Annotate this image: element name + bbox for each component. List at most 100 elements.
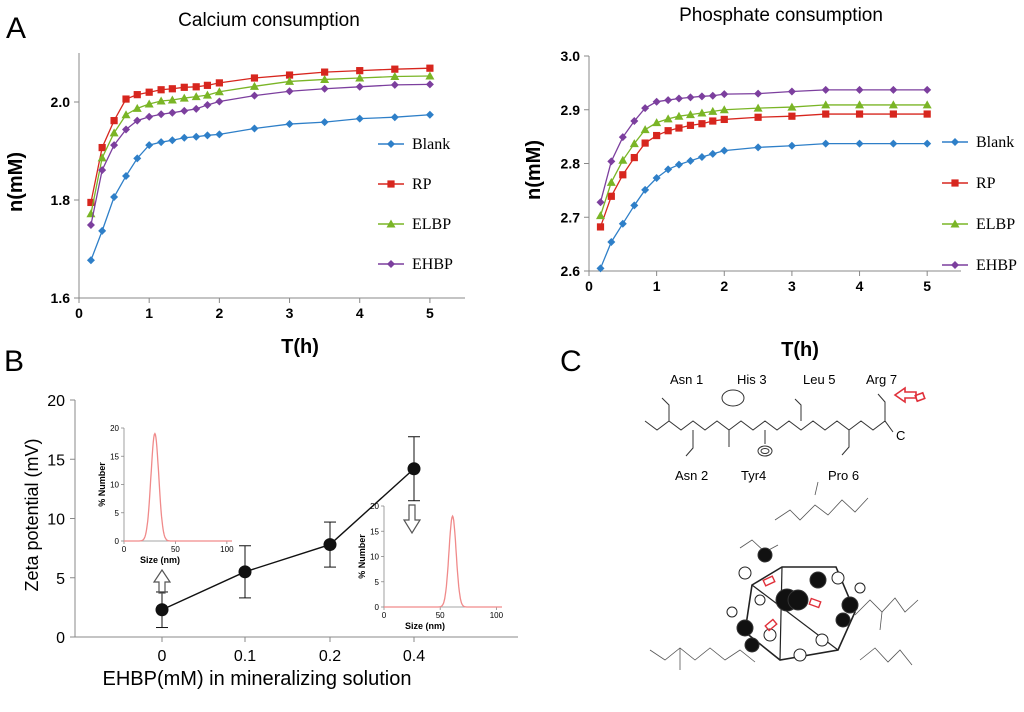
point-ehbp xyxy=(697,92,706,101)
point-blank xyxy=(596,264,605,273)
point-blank xyxy=(250,124,259,133)
point-ehbp xyxy=(923,85,932,94)
point-rp xyxy=(664,127,672,135)
x-tick-label: 4 xyxy=(356,305,364,321)
legend-marker xyxy=(387,140,395,148)
point-rp xyxy=(698,120,706,128)
point-elbp xyxy=(121,110,131,119)
point-ehbp xyxy=(664,96,673,105)
point-blank xyxy=(168,136,177,145)
legend-marker xyxy=(950,219,960,228)
point-rp xyxy=(641,139,649,147)
calcium-y-label: n(mM) xyxy=(5,152,27,212)
residue-his3: His 3 xyxy=(737,372,767,387)
series-line-ehbp xyxy=(599,89,928,203)
point-blank xyxy=(754,143,763,152)
point-rp xyxy=(133,91,141,99)
panel-label-c: C xyxy=(560,345,582,378)
point-ehbp xyxy=(250,91,259,100)
size-distribution-curve xyxy=(384,514,502,608)
x-tick-label: 0 xyxy=(158,648,167,665)
panel-label-b: B xyxy=(4,345,24,378)
zeta-point xyxy=(238,565,252,579)
point-rp xyxy=(923,110,931,118)
arrow-left-icon xyxy=(893,386,926,404)
zeta-y-label: Zeta potential (mV) xyxy=(22,438,42,591)
phosphate-axes xyxy=(588,56,961,272)
inset-x-label: Size (nm) xyxy=(140,555,180,565)
y-tick-label: 1.8 xyxy=(51,192,71,208)
point-blank xyxy=(697,153,706,162)
point-ehbp xyxy=(203,100,212,109)
point-elbp xyxy=(144,99,154,108)
y-tick-label: 2.6 xyxy=(561,263,581,279)
inset-y-tick-label: 20 xyxy=(110,424,119,433)
series-line-rp xyxy=(599,113,928,228)
point-blank xyxy=(821,139,830,148)
zeta-x-label: EHBP(mM) in mineralizing solution xyxy=(103,668,412,690)
chart-phosphate: Phosphate consumption 0 1 2 3 4 5 2.6 2.7 2.8 2.9… xyxy=(523,5,1017,361)
point-blank xyxy=(157,138,166,147)
peptide-backbone xyxy=(644,420,894,433)
point-rp xyxy=(285,71,294,79)
point-ehbp xyxy=(855,85,864,94)
c-terminal-label: C xyxy=(896,428,905,443)
point-elbp xyxy=(320,74,330,83)
point-blank xyxy=(652,174,661,183)
point-rp xyxy=(889,110,897,118)
series-line-ehbp xyxy=(90,83,430,226)
y-tick-label: 3.0 xyxy=(561,48,581,64)
point-ehbp xyxy=(425,80,434,89)
point-rp xyxy=(356,67,364,75)
calcium-title: Calcium consumption xyxy=(178,10,360,31)
legend-label-ehbp: EHBP xyxy=(412,256,453,273)
point-rp xyxy=(87,198,95,207)
inset-y-label: % Number xyxy=(97,462,107,507)
zeta-line xyxy=(161,468,415,611)
point-ehbp xyxy=(720,90,729,99)
point-rp xyxy=(426,64,434,72)
legend-marker xyxy=(951,138,959,146)
point-blank xyxy=(203,131,212,140)
x-tick-label: 0 xyxy=(585,278,593,294)
molecular-cluster xyxy=(649,481,919,670)
point-rp xyxy=(607,192,615,200)
point-elbp xyxy=(697,108,707,117)
point-elbp xyxy=(132,103,142,112)
point-rp xyxy=(122,95,130,103)
y-tick-label: 2.7 xyxy=(561,209,581,225)
point-blank xyxy=(145,141,154,150)
x-tick-label: 3 xyxy=(788,278,796,294)
x-tick-label: 5 xyxy=(923,278,931,294)
legend-marker xyxy=(387,180,395,188)
x-tick-label: 1 xyxy=(653,278,661,294)
point-elbp xyxy=(640,125,650,134)
y-tick-label: 2.8 xyxy=(561,156,581,172)
point-elbp xyxy=(202,90,212,99)
point-rp xyxy=(686,121,695,129)
inset-y-tick-label: 5 xyxy=(115,509,120,518)
point-elbp xyxy=(167,95,177,104)
point-ehbp xyxy=(98,166,107,175)
point-rp xyxy=(754,113,762,121)
legend-marker xyxy=(951,261,959,269)
point-elbp xyxy=(888,100,898,109)
point-elbp xyxy=(685,110,695,119)
point-rp xyxy=(391,65,399,73)
point-elbp xyxy=(390,72,400,81)
x-tick-label: 1 xyxy=(145,305,153,321)
legend-label-blank: Blank xyxy=(412,136,450,153)
point-ehbp xyxy=(787,87,796,96)
point-rp xyxy=(675,124,683,132)
point-blank xyxy=(618,219,627,228)
inset-y-tick-label: 15 xyxy=(110,452,119,461)
residue-pro6: Pro 6 xyxy=(828,468,859,483)
point-rp xyxy=(822,110,830,118)
point-elbp xyxy=(355,73,365,82)
point-ehbp xyxy=(168,108,177,117)
y-tick-label: 5 xyxy=(56,571,65,588)
inset-y-tick-label: 0 xyxy=(115,537,120,546)
point-ehbp xyxy=(355,82,364,91)
point-elbp xyxy=(708,106,718,115)
point-blank xyxy=(98,226,107,235)
